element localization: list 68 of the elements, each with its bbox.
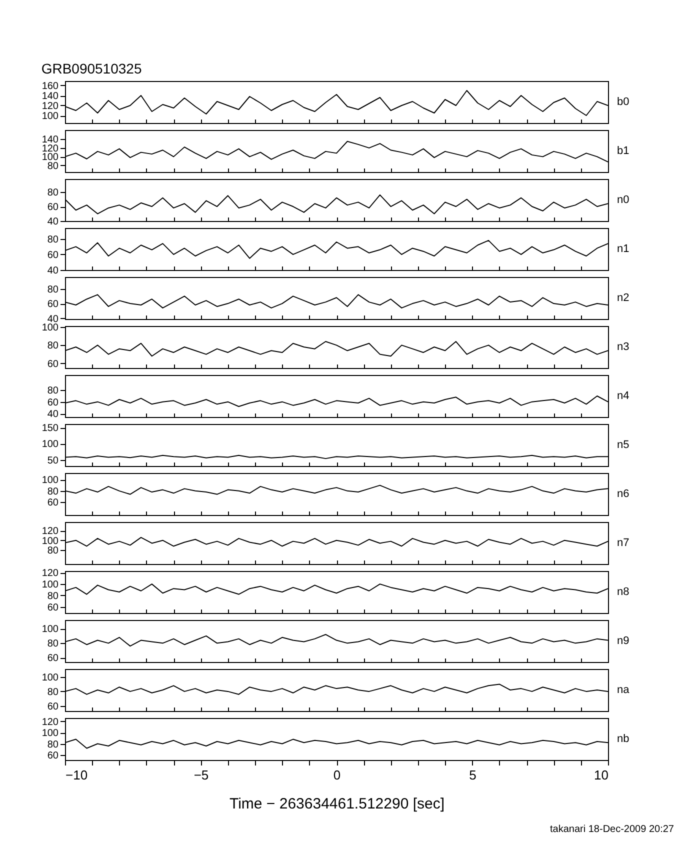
y-tick-label: 100 xyxy=(42,536,59,547)
y-tick-label: 60 xyxy=(47,653,59,664)
y-tick-label: 50 xyxy=(47,455,59,466)
y-tick-label: 80 xyxy=(47,188,59,199)
y-tick-label: 60 xyxy=(47,498,59,509)
y-tick-label: 100 xyxy=(42,624,59,636)
series-label: n1 xyxy=(617,243,630,255)
y-tick-label: 150 xyxy=(42,423,59,434)
y-tick-label: 40 xyxy=(47,216,59,228)
y-tick-label: 80 xyxy=(47,486,59,498)
y-tick-label: 60 xyxy=(47,299,59,310)
y-tick-label: 80 xyxy=(47,386,59,397)
y-tick-label: 80 xyxy=(47,686,59,698)
y-tick-label: 80 xyxy=(47,284,59,296)
y-tick-label: 80 xyxy=(47,160,59,172)
y-tick-label: 100 xyxy=(42,152,59,164)
y-tick-label: 60 xyxy=(47,202,59,214)
y-tick-label: 120 xyxy=(42,526,59,538)
y-tick-label: 120 xyxy=(42,143,59,154)
y-tick-label: 100 xyxy=(42,728,59,740)
y-tick-label: 120 xyxy=(42,568,59,580)
y-tick-label: 100 xyxy=(42,111,59,122)
y-tick-label: 100 xyxy=(42,475,59,486)
x-tick-label: −5 xyxy=(194,768,209,782)
series-label: n2 xyxy=(617,292,630,304)
series-label: n7 xyxy=(617,537,630,549)
series-label: n9 xyxy=(617,635,630,647)
y-tick-label: 100 xyxy=(42,439,59,450)
y-tick-label: 100 xyxy=(42,580,59,591)
series-label: na xyxy=(617,684,630,696)
y-tick-label: 80 xyxy=(47,340,59,352)
series-label: n0 xyxy=(617,194,630,206)
x-tick-label: 5 xyxy=(469,768,476,782)
y-tick-label: 60 xyxy=(47,602,59,614)
y-tick-label: 60 xyxy=(47,250,59,261)
y-tick-label: 140 xyxy=(42,134,59,146)
y-tick-label: 60 xyxy=(47,750,59,762)
series-label: b1 xyxy=(617,145,630,157)
y-tick-label: 80 xyxy=(47,739,59,750)
y-tick-label: 80 xyxy=(47,234,59,246)
text: takanari 18-Dec-2009 20:27 xyxy=(550,824,674,835)
x-tick-label: −10 xyxy=(66,768,88,782)
y-tick-label: 40 xyxy=(47,266,59,276)
series-label: b0 xyxy=(617,96,630,108)
chart-title: GRB090510325 xyxy=(41,60,142,76)
y-tick-label: 120 xyxy=(42,716,59,728)
series-label: n4 xyxy=(617,390,630,402)
series-label: n5 xyxy=(617,439,630,451)
series-label: nb xyxy=(617,733,630,745)
series-label: n3 xyxy=(617,341,630,353)
y-tick-label: 80 xyxy=(47,590,59,602)
y-tick-label: 80 xyxy=(47,546,59,556)
y-tick-label: 60 xyxy=(47,701,59,712)
x-tick-label: 0 xyxy=(333,768,341,782)
y-tick-label: 40 xyxy=(47,314,59,325)
y-tick-label: 60 xyxy=(47,358,59,370)
y-tick-label: 80 xyxy=(47,638,59,650)
x-axis-title: Time − 263634461.512290 [sec] xyxy=(229,796,445,812)
series-label: n6 xyxy=(617,488,630,500)
y-tick-label: 100 xyxy=(42,322,59,334)
y-tick-label: 160 xyxy=(42,81,59,92)
y-tick-label: 100 xyxy=(42,672,59,684)
y-tick-label: 120 xyxy=(42,101,59,112)
y-tick-label: 140 xyxy=(42,91,59,102)
y-tick-label: 40 xyxy=(47,409,59,420)
series-label: n8 xyxy=(617,586,630,598)
x-tick-label: 10 xyxy=(594,768,608,782)
y-tick-label: 60 xyxy=(47,397,59,408)
